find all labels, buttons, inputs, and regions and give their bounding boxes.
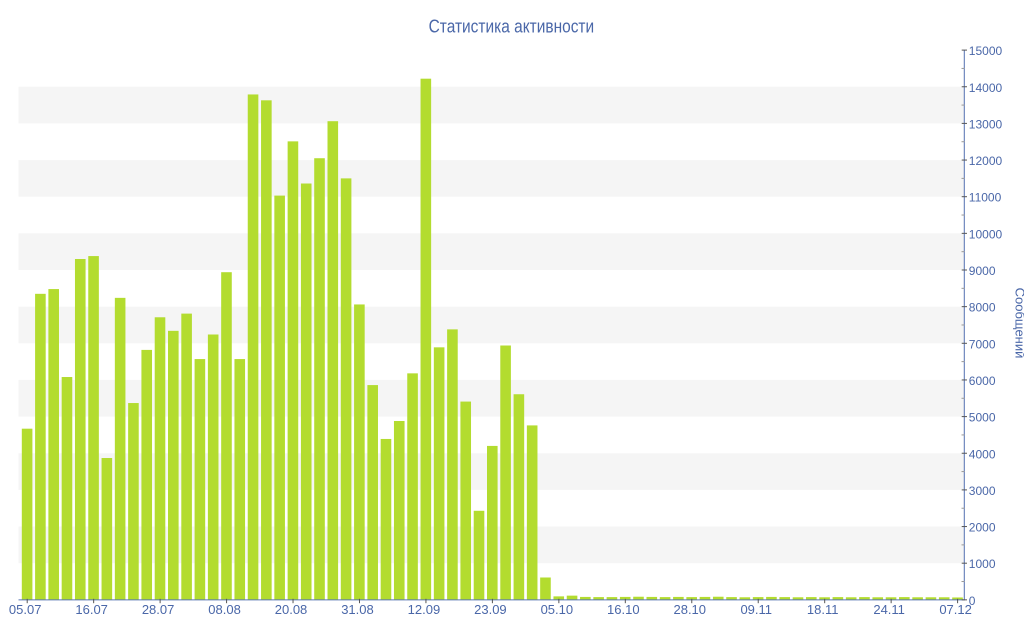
svg-text:28.07: 28.07 (142, 602, 175, 617)
svg-text:05.07: 05.07 (9, 602, 42, 617)
svg-text:14000: 14000 (969, 81, 1003, 95)
svg-text:12.09: 12.09 (408, 602, 441, 617)
svg-text:28.10: 28.10 (673, 602, 706, 617)
svg-text:11000: 11000 (969, 191, 1002, 205)
svg-text:08.08: 08.08 (208, 602, 241, 617)
svg-text:4000: 4000 (969, 447, 996, 461)
svg-text:10000: 10000 (969, 227, 1003, 241)
svg-text:0: 0 (969, 594, 976, 608)
svg-text:Статистика активности: Статистика активности (429, 15, 595, 36)
svg-text:16.07: 16.07 (75, 602, 108, 617)
svg-text:09.11: 09.11 (740, 602, 772, 617)
svg-text:5000: 5000 (969, 411, 996, 425)
svg-text:2000: 2000 (969, 521, 996, 535)
svg-text:15000: 15000 (969, 44, 1003, 58)
svg-text:20.08: 20.08 (275, 602, 308, 617)
svg-text:23.09: 23.09 (474, 602, 507, 617)
svg-text:31.08: 31.08 (341, 602, 374, 617)
svg-text:1000: 1000 (969, 557, 996, 571)
svg-text:07.12: 07.12 (939, 602, 972, 617)
svg-text:8000: 8000 (969, 301, 996, 315)
svg-text:13000: 13000 (969, 117, 1003, 131)
svg-text:24.11: 24.11 (873, 602, 905, 617)
svg-text:12000: 12000 (969, 154, 1003, 168)
svg-text:18.11: 18.11 (807, 602, 839, 617)
svg-text:16.10: 16.10 (607, 602, 640, 617)
svg-text:05.10: 05.10 (541, 602, 574, 617)
svg-text:9000: 9000 (969, 264, 996, 278)
svg-text:7000: 7000 (969, 337, 996, 351)
svg-text:6000: 6000 (969, 374, 996, 388)
svg-text:Сообщений: Сообщений (1012, 288, 1024, 359)
svg-text:3000: 3000 (969, 484, 996, 498)
